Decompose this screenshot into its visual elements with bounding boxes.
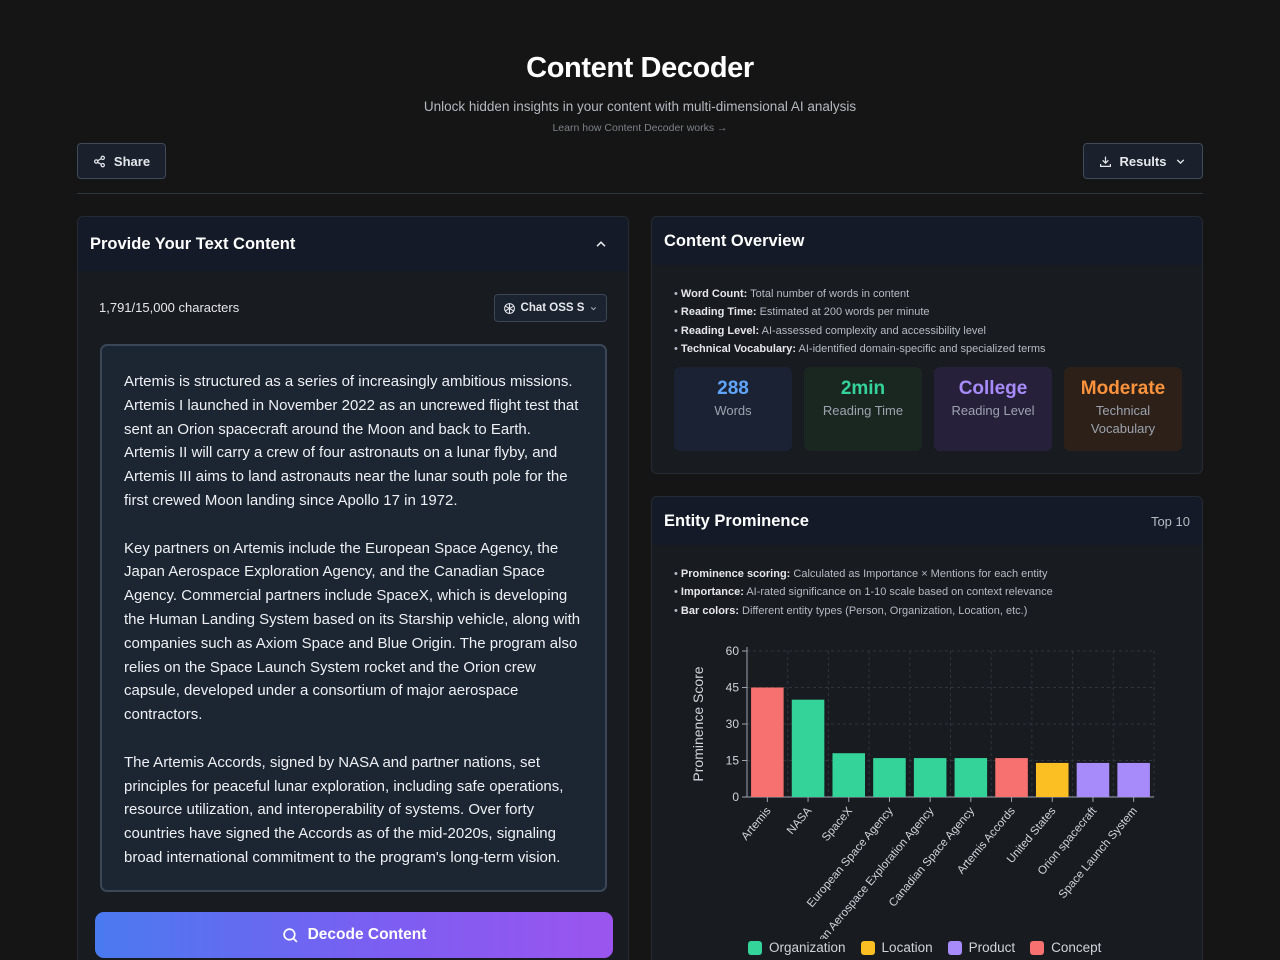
stat-label: Words bbox=[714, 403, 752, 418]
stat-label: Technical Vocabulary bbox=[1090, 403, 1156, 436]
bullet-item: • Reading Level: AI-assessed complexity … bbox=[674, 324, 986, 337]
overview-title: Content Overview bbox=[664, 231, 805, 250]
content-paragraph: The Artemis Accords, signed by NASA and … bbox=[124, 753, 564, 866]
y-tick-label: 30 bbox=[726, 717, 740, 731]
bullet-item: • Reading Time: Estimated at 200 words p… bbox=[674, 306, 930, 319]
y-tick-label: 60 bbox=[726, 644, 740, 658]
legend-item-organization: Organization bbox=[748, 940, 846, 955]
stat-value: 2min bbox=[840, 378, 886, 399]
legend-swatch bbox=[748, 940, 762, 955]
bar bbox=[1076, 762, 1110, 797]
y-tick-label: 45 bbox=[726, 681, 740, 695]
overview-bullets: • Word Count: Total number of words in c… bbox=[652, 265, 1202, 358]
legend-item-product: Product bbox=[947, 940, 1016, 955]
bar bbox=[1117, 762, 1150, 797]
overview-header: Content Overview bbox=[652, 217, 1202, 265]
bar bbox=[791, 699, 825, 797]
y-tick-label: 0 bbox=[732, 790, 739, 804]
content-textarea[interactable]: Artemis is structured as a series of inc… bbox=[100, 344, 607, 892]
legend-label: Product bbox=[968, 940, 1016, 955]
header-divider bbox=[77, 193, 1203, 194]
legend-label: Organization bbox=[769, 940, 846, 955]
content-paragraph: Key partners on Artemis include the Euro… bbox=[124, 539, 581, 724]
bullet-item: • Importance: AI-rated significance on 1… bbox=[674, 586, 1053, 599]
stat-card-reading-level: College Reading Level bbox=[934, 367, 1052, 451]
entity-header: Entity Prominence Top 10 bbox=[652, 497, 1202, 545]
bar bbox=[751, 687, 784, 797]
share-label: Share bbox=[113, 153, 151, 169]
bar bbox=[832, 753, 866, 797]
chevron-down-icon bbox=[591, 306, 597, 310]
learn-more-link[interactable]: Learn how Content Decoder works → bbox=[552, 122, 728, 134]
stat-value: 288 bbox=[717, 378, 749, 399]
openai-icon bbox=[503, 302, 515, 314]
stat-value: College bbox=[958, 378, 1028, 399]
bar bbox=[1035, 762, 1069, 797]
stats-row: 288 Words 2min Reading Time College Read… bbox=[674, 367, 1182, 451]
legend-label: Location bbox=[881, 940, 933, 955]
text-input-panel: Provide Your Text Content 1,791/15,000 c… bbox=[77, 216, 629, 960]
page-title: Content Decoder bbox=[526, 52, 754, 84]
x-tick-label: Artemis bbox=[739, 805, 773, 843]
legend-label: Concept bbox=[1051, 940, 1102, 955]
chevron-up-icon[interactable] bbox=[594, 237, 608, 251]
share-icon bbox=[93, 155, 105, 167]
chart-legend: Organization Location Product Concept bbox=[748, 940, 1101, 955]
stat-label: Reading Level bbox=[951, 403, 1035, 418]
chevron-down-icon bbox=[1177, 158, 1185, 164]
results-label: Results bbox=[1119, 153, 1167, 169]
content-overview-panel: Content Overview • Word Count: Total num… bbox=[651, 216, 1203, 474]
legend-item-location: Location bbox=[860, 940, 933, 955]
y-axis-label: Prominence Score bbox=[690, 666, 706, 781]
bullet-item: • Prominence scoring: Calculated as Impo… bbox=[674, 568, 1048, 580]
share-button[interactable]: Share bbox=[77, 143, 166, 179]
content-paragraph: Artemis is structured as a series of inc… bbox=[124, 373, 579, 509]
entity-bullets: • Prominence scoring: Calculated as Impo… bbox=[652, 545, 1202, 620]
search-icon bbox=[282, 927, 298, 942]
bar bbox=[873, 758, 906, 797]
bullet-item: • Technical Vocabulary: AI-identified do… bbox=[674, 342, 1046, 355]
stat-label: Reading Time bbox=[822, 403, 904, 418]
x-tick-label: SpaceX bbox=[820, 805, 855, 844]
top-count-label: Top 10 bbox=[1150, 513, 1190, 529]
text-input-panel-header[interactable]: Provide Your Text Content bbox=[78, 217, 628, 271]
results-dropdown-button[interactable]: Results bbox=[1083, 143, 1203, 179]
stat-card-words: 288 Words bbox=[674, 367, 792, 451]
legend-swatch bbox=[1030, 940, 1045, 955]
y-tick-label: 15 bbox=[726, 754, 740, 768]
decode-label: Decode Content bbox=[307, 926, 427, 943]
download-icon bbox=[1099, 156, 1111, 167]
stat-card-reading-time: 2min Reading Time bbox=[804, 367, 922, 451]
bar bbox=[954, 758, 988, 797]
bar bbox=[995, 758, 1028, 797]
bar bbox=[913, 758, 947, 797]
bullet-item: • Bar colors: Different entity types (Pe… bbox=[674, 604, 1028, 617]
entity-prominence-panel: Entity Prominence Top 10 • Prominence sc… bbox=[651, 496, 1203, 960]
model-select-button[interactable]: Chat OSS S bbox=[494, 294, 607, 322]
x-tick-label: Space Launch System bbox=[1057, 805, 1140, 901]
decode-content-button[interactable]: Decode Content bbox=[95, 912, 613, 958]
entity-title: Entity Prominence bbox=[664, 511, 809, 530]
page-header: Content Decoder Unlock hidden insights i… bbox=[0, 52, 1280, 136]
character-count: 1,791/15,000 characters bbox=[99, 300, 240, 315]
stat-value: Moderate bbox=[1080, 378, 1166, 399]
page-subtitle: Unlock hidden insights in your content w… bbox=[423, 99, 857, 114]
text-input-panel-title: Provide Your Text Content bbox=[90, 234, 296, 253]
legend-swatch bbox=[947, 940, 962, 955]
stat-card-technical-vocabulary: Moderate Technical Vocabulary bbox=[1064, 367, 1182, 451]
model-label: Chat OSS S bbox=[520, 302, 585, 314]
x-tick-label: NASA bbox=[785, 805, 815, 837]
bullet-item: • Word Count: Total number of words in c… bbox=[674, 288, 910, 300]
legend-item-concept: Concept bbox=[1030, 940, 1101, 955]
legend-swatch bbox=[860, 940, 875, 955]
